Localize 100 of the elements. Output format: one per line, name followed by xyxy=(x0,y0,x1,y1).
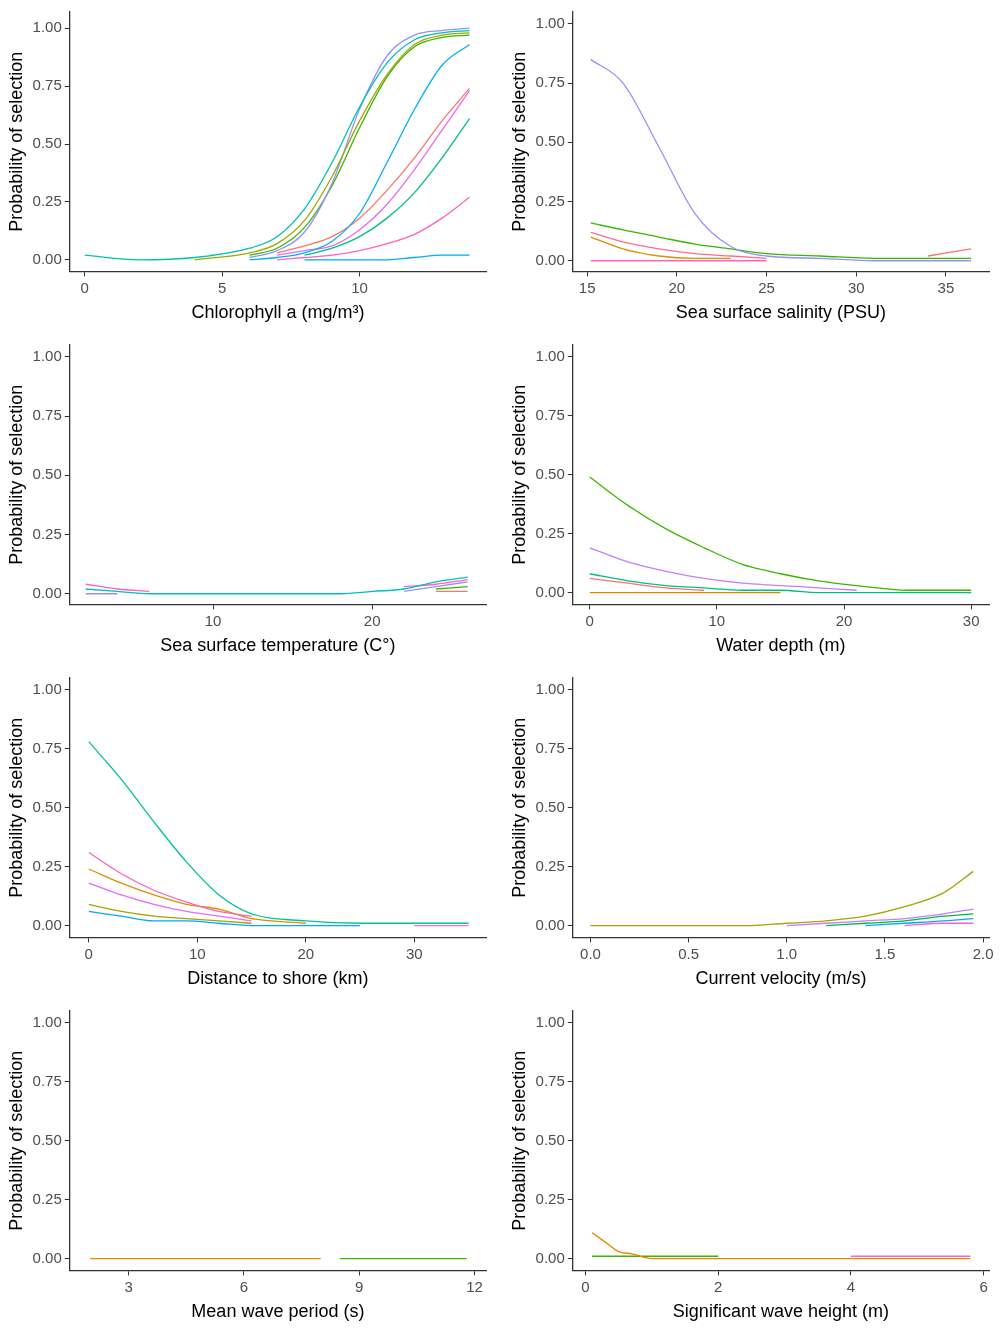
y-tick-label: 0.50 xyxy=(535,132,565,150)
y-tick-label: 0.25 xyxy=(32,192,62,210)
x-axis-title: Significant wave height (m) xyxy=(672,1301,889,1322)
x-tick-label: 5 xyxy=(217,278,227,296)
line-series xyxy=(88,741,470,924)
y-tick-label: 1.00 xyxy=(32,679,62,697)
x-tick-label: 10 xyxy=(708,611,726,629)
line-series xyxy=(590,58,972,262)
y-tick-label: 0.75 xyxy=(535,405,565,423)
line-series xyxy=(589,573,972,594)
line-series xyxy=(589,547,858,591)
y-tick-label: 0.50 xyxy=(32,797,62,815)
y-tick-label: 0.75 xyxy=(32,406,62,424)
y-tick-label: 0.00 xyxy=(535,250,565,268)
y-axis-title: Probability of selection xyxy=(5,1050,26,1231)
y-axis-title: Probability of selection xyxy=(5,717,26,898)
y-tick-label: 0.50 xyxy=(32,134,62,152)
x-tick-label: 20 xyxy=(835,611,853,629)
line-series xyxy=(88,868,307,924)
y-tick-label: 0.75 xyxy=(32,76,62,94)
y-tick-label: 0.25 xyxy=(535,856,565,874)
y-tick-label: 0.25 xyxy=(535,191,565,209)
line-series xyxy=(786,908,974,927)
y-tick-label: 0.25 xyxy=(32,856,62,874)
x-tick-label: 0 xyxy=(80,278,89,296)
line-series xyxy=(303,117,471,256)
y-tick-label: 1.00 xyxy=(535,1012,565,1030)
x-tick-label: 4 xyxy=(846,1277,856,1295)
x-tick-label: 1.5 xyxy=(874,944,896,962)
x-tick-label: 20 xyxy=(363,611,381,629)
y-axis-title: Probability of selection xyxy=(508,717,529,898)
line-series xyxy=(276,196,471,261)
y-tick-label: 1.00 xyxy=(32,346,62,364)
x-tick-label: 10 xyxy=(204,611,222,629)
y-axis-title: Probability of selection xyxy=(508,51,529,232)
x-tick-label: 35 xyxy=(937,278,955,296)
x-tick-label: 15 xyxy=(578,278,596,296)
x-tick-label: 0.0 xyxy=(580,944,601,962)
y-tick-label: 0.00 xyxy=(32,583,62,601)
y-tick-label: 0.00 xyxy=(535,915,565,933)
y-tick-label: 0.75 xyxy=(535,738,565,756)
line-series xyxy=(88,910,361,927)
y-tick-label: 0.00 xyxy=(535,582,565,600)
x-axis-title: Chlorophyll a (mg/m³) xyxy=(191,302,365,323)
line-series xyxy=(825,913,974,927)
x-tick-label: 3 xyxy=(124,1277,133,1295)
y-tick-label: 0.00 xyxy=(32,915,62,933)
y-axis-title: Probability of selection xyxy=(508,1050,529,1231)
y-tick-label: 1.00 xyxy=(535,346,565,364)
y-tick-label: 1.00 xyxy=(32,1012,62,1030)
x-tick-label: 0 xyxy=(84,944,93,962)
x-tick-label: 20 xyxy=(668,278,686,296)
y-tick-label: 0.25 xyxy=(32,524,62,542)
line-series xyxy=(590,231,768,260)
line-series xyxy=(88,903,253,924)
line-series xyxy=(88,851,253,917)
line-series xyxy=(864,917,974,927)
x-tick-label: 10 xyxy=(351,278,368,296)
x-tick-label: 0 xyxy=(585,611,594,629)
x-tick-label: 0.5 xyxy=(678,944,700,962)
x-tick-label: 2 xyxy=(714,1277,723,1295)
y-axis-title: Probability of selection xyxy=(5,384,26,565)
x-tick-label: 2.0 xyxy=(972,944,994,962)
x-tick-label: 12 xyxy=(466,1277,483,1295)
y-tick-label: 0.50 xyxy=(32,465,62,483)
y-tick-label: 0.50 xyxy=(535,464,565,482)
y-tick-label: 0.75 xyxy=(32,1071,62,1089)
x-tick-label: 30 xyxy=(406,944,423,962)
x-axis-title: Sea surface salinity (PSU) xyxy=(675,302,886,323)
x-axis-title: Distance to shore (km) xyxy=(187,968,369,989)
x-tick-label: 30 xyxy=(962,611,980,629)
x-tick-label: 6 xyxy=(979,1277,988,1295)
x-axis-title: Current velocity (m/s) xyxy=(695,968,867,989)
line-series xyxy=(589,476,972,591)
x-tick-label: 30 xyxy=(847,278,865,296)
line-series xyxy=(591,1232,972,1260)
y-tick-label: 0.75 xyxy=(535,73,565,91)
x-tick-label: 20 xyxy=(297,944,315,962)
y-tick-label: 0.00 xyxy=(535,1248,565,1266)
x-tick-label: 25 xyxy=(758,278,775,296)
y-axis-title: Probability of selection xyxy=(5,51,26,232)
line-series xyxy=(193,32,471,261)
x-tick-label: 6 xyxy=(239,1277,249,1295)
y-tick-label: 0.50 xyxy=(32,1130,62,1148)
y-tick-label: 1.00 xyxy=(535,679,565,697)
y-tick-label: 0.00 xyxy=(32,249,62,267)
y-tick-label: 0.25 xyxy=(32,1189,62,1207)
y-tick-label: 1.00 xyxy=(32,18,62,36)
y-tick-label: 0.25 xyxy=(535,1189,565,1207)
x-axis-title: Water depth (m) xyxy=(716,635,846,656)
y-tick-label: 0.00 xyxy=(32,1248,62,1266)
line-series xyxy=(83,29,471,261)
y-tick-label: 0.75 xyxy=(32,738,62,756)
y-tick-label: 0.50 xyxy=(535,1130,565,1148)
x-tick-label: 10 xyxy=(188,944,206,962)
x-tick-label: 9 xyxy=(355,1277,364,1295)
line-series xyxy=(589,577,705,591)
y-tick-label: 0.75 xyxy=(535,1071,565,1089)
y-axis-title: Probability of selection xyxy=(508,384,529,565)
line-series xyxy=(590,222,972,260)
